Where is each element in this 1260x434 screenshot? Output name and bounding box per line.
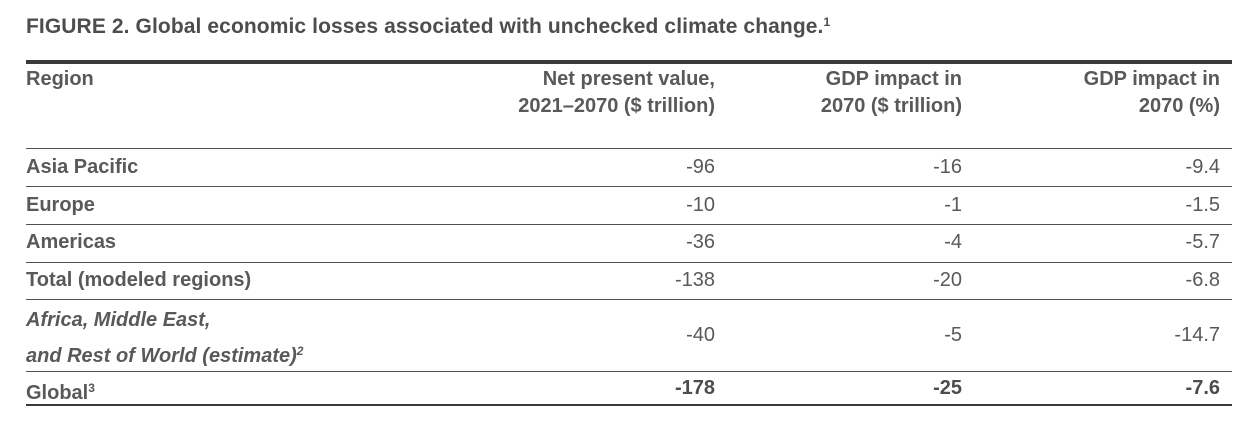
row-rule bbox=[26, 371, 1232, 372]
table-cell-npv: -40 bbox=[686, 324, 715, 346]
row-rule bbox=[26, 262, 1232, 263]
header-npv: Net present value, 2021–2070 ($ trillion… bbox=[518, 66, 715, 120]
table-cell-gdp-trillion: -1 bbox=[944, 194, 962, 216]
table-row-label-line2: and Rest of World (estimate)2 bbox=[26, 338, 303, 370]
table-row-label: Europe bbox=[26, 194, 95, 216]
table-row-label: Americas bbox=[26, 231, 117, 253]
table-cell-gdp-trillion: -5 bbox=[944, 324, 962, 346]
header-npv-line2: 2021–2070 ($ trillion) bbox=[518, 95, 715, 117]
table-cell-gdp-percent: -5.7 bbox=[1185, 231, 1220, 253]
table-cell-gdp-trillion: -4 bbox=[944, 231, 962, 253]
table-cell-npv: -178 bbox=[674, 377, 715, 399]
header-gdp-percent: GDP impact in 2070 (%) bbox=[1084, 66, 1220, 120]
table-cell-gdp-percent: -1.5 bbox=[1185, 194, 1220, 216]
figure-title-footnote: 1 bbox=[823, 15, 831, 29]
table-cell-npv: -10 bbox=[686, 194, 715, 216]
header-gdp-trillion-line2: 2070 ($ trillion) bbox=[820, 95, 962, 117]
table-row-label-text: Global bbox=[26, 382, 89, 404]
table-cell-npv: -36 bbox=[686, 231, 715, 253]
figure-title-text: FIGURE 2. Global economic losses associa… bbox=[26, 15, 824, 38]
table-cell-gdp-percent: -6.8 bbox=[1185, 269, 1220, 291]
table-cell-gdp-percent: -7.6 bbox=[1185, 377, 1220, 399]
row-rule bbox=[26, 186, 1232, 187]
header-rule bbox=[26, 148, 1232, 149]
header-gdp-trillion: GDP impact in 2070 ($ trillion) bbox=[821, 66, 962, 120]
table-cell-gdp-trillion: -16 bbox=[933, 156, 962, 178]
header-gdp-percent-line2: 2070 (%) bbox=[1138, 95, 1220, 117]
table-row-label: Asia Pacific bbox=[26, 156, 139, 178]
table-cell-gdp-trillion: -25 bbox=[933, 377, 962, 399]
table-row-label: Total (modeled regions) bbox=[26, 269, 252, 291]
table-cell-gdp-percent: -14.7 bbox=[1174, 324, 1220, 346]
header-region: Region bbox=[26, 68, 94, 90]
top-rule bbox=[26, 60, 1232, 64]
bottom-rule bbox=[26, 404, 1232, 406]
table-cell-gdp-trillion: -20 bbox=[933, 269, 962, 291]
table-row-label-line1: Africa, Middle East, bbox=[26, 309, 211, 331]
table-cell-npv: -96 bbox=[686, 156, 715, 178]
table-cell-npv: -138 bbox=[674, 269, 715, 291]
footnote-marker: 3 bbox=[88, 381, 95, 395]
row-rule bbox=[26, 299, 1232, 300]
table-row-label: Global3 bbox=[26, 375, 95, 407]
header-gdp-trillion-line1: GDP impact in bbox=[825, 68, 962, 90]
footnote-marker: 2 bbox=[296, 344, 304, 358]
header-npv-line1: Net present value, bbox=[542, 68, 715, 90]
header-gdp-percent-line1: GDP impact in bbox=[1083, 68, 1220, 90]
row-rule bbox=[26, 224, 1232, 225]
figure-title: FIGURE 2. Global economic losses associa… bbox=[26, 15, 830, 39]
table-cell-gdp-percent: -9.4 bbox=[1185, 156, 1220, 178]
table-row-label-line2-text: and Rest of World (estimate) bbox=[26, 345, 297, 367]
